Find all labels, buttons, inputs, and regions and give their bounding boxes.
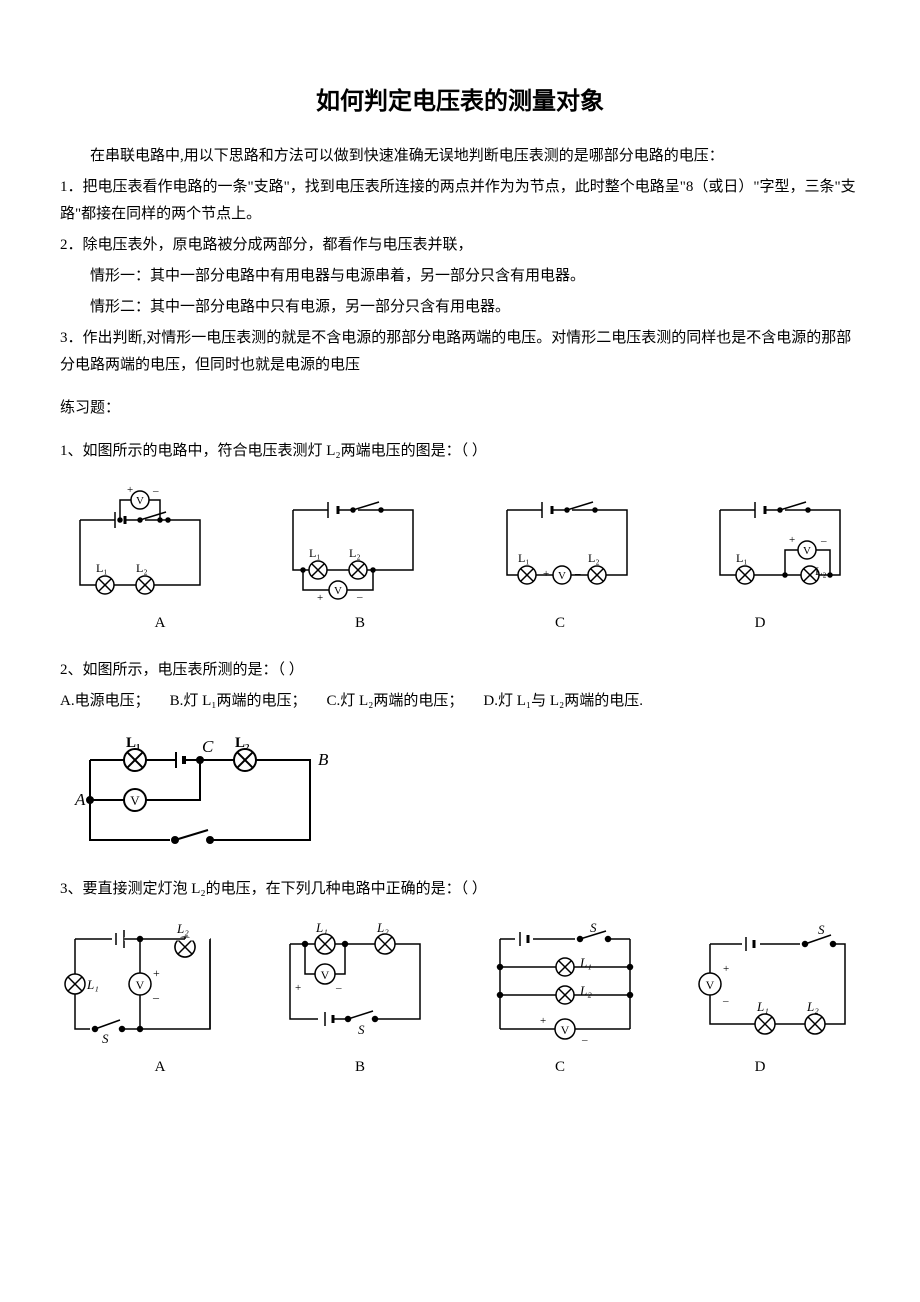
practice-heading: 练习题： [60, 395, 860, 422]
question-3: 3、要直接测定灯泡 L₂的电压，在下列几种电路中正确的是：（ ） [60, 876, 860, 903]
svg-text:–: – [152, 990, 160, 1004]
method-1: 1．把电压表看作电路的一条"支路"，找到电压表所连接的两点并作为为节点，此时整个… [60, 174, 860, 228]
svg-text:V: V [561, 1023, 570, 1037]
svg-text:V: V [803, 545, 811, 557]
svg-text:+: + [723, 963, 729, 975]
svg-text:V: V [558, 570, 566, 582]
svg-text:–: – [356, 591, 363, 603]
svg-text:L₁: L₁ [579, 955, 592, 970]
svg-text:V: V [334, 585, 342, 597]
circuit-q3-d: V + – L₁ L₂ S [690, 919, 860, 1049]
circuit-q1-a: V + – L₁ L₂ [60, 480, 220, 605]
svg-text:L₂: L₂ [136, 561, 148, 575]
svg-text:L₂: L₂ [176, 921, 189, 936]
q2-circuit: V L₁ L₂ A B C [60, 730, 860, 860]
q2-opt-a: A.电源电压； [60, 688, 150, 715]
q1-labels: A B C D [60, 610, 860, 637]
svg-text:L₂: L₂ [235, 735, 250, 751]
svg-text:–: – [335, 982, 342, 994]
q2-options: A.电源电压； B.灯 L₁两端的电压； C.灯 L₂两端的电压； D.灯 L₁… [60, 688, 860, 715]
svg-text:V: V [136, 495, 144, 507]
svg-text:L₁: L₁ [518, 551, 530, 565]
svg-text:S: S [590, 920, 597, 935]
label-c: C [460, 610, 660, 637]
circuit-q3-c: V + – L₁ L₂ S [480, 919, 650, 1049]
svg-text:+: + [543, 568, 549, 580]
q2-opt-b: B.灯 L₁两端的电压； [170, 688, 307, 715]
svg-text:L₂: L₂ [349, 546, 361, 560]
label-a: A [60, 610, 260, 637]
q1-circuits: V + – L₁ L₂ V [60, 480, 860, 605]
svg-text:+: + [295, 982, 301, 994]
circuit-q3-b: V + – L₁ L₂ S [270, 919, 440, 1049]
label-d: D [660, 610, 860, 637]
svg-text:L₁: L₁ [309, 546, 321, 560]
question-1: 1、如图所示的电路中，符合电压表测灯 L₂两端电压的图是：（ ） [60, 438, 860, 465]
svg-text:L₂: L₂ [815, 564, 827, 578]
svg-text:L₁: L₁ [86, 977, 99, 992]
svg-text:L₂: L₂ [806, 999, 819, 1014]
svg-text:S: S [358, 1022, 365, 1037]
svg-text:–: – [820, 535, 827, 547]
svg-text:–: – [581, 1034, 588, 1046]
circuit-q2: V L₁ L₂ A B C [60, 730, 340, 860]
q2-opt-d: D.灯 L₁与 L₂两端的电压. [483, 688, 643, 715]
svg-text:A: A [74, 790, 86, 809]
svg-text:V: V [321, 968, 330, 982]
svg-text:L₂: L₂ [588, 551, 600, 565]
svg-text:B: B [318, 750, 329, 769]
svg-text:+: + [127, 484, 133, 496]
svg-text:+: + [789, 534, 795, 546]
svg-text:+: + [540, 1015, 546, 1027]
svg-text:L₁: L₁ [756, 999, 769, 1014]
q3-label-a: A [60, 1054, 260, 1081]
document-title: 如何判定电压表的测量对象 [60, 80, 860, 123]
svg-text:–: – [574, 568, 581, 580]
q3-circuits: V + – L₁ L₂ S [60, 919, 860, 1049]
svg-text:C: C [202, 737, 214, 756]
svg-text:V: V [130, 793, 140, 808]
svg-text:L₂: L₂ [579, 983, 592, 998]
svg-text:+: + [153, 966, 160, 980]
circuit-q1-c: V + – L₁ L₂ [487, 480, 647, 605]
svg-text:–: – [722, 995, 729, 1007]
q3-label-c: C [460, 1054, 660, 1081]
circuit-q3-a: V + – L₁ L₂ S [60, 919, 230, 1049]
svg-text:S: S [818, 922, 825, 937]
svg-text:V: V [136, 978, 145, 992]
question-2: 2、如图所示，电压表所测的是：（ ） [60, 657, 860, 684]
label-b: B [260, 610, 460, 637]
svg-text:–: – [152, 485, 159, 497]
case-1: 情形一：其中一部分电路中有用电器与电源串着，另一部分只含有用电器。 [60, 263, 860, 290]
q3-label-b: B [260, 1054, 460, 1081]
method-3: 3．作出判断,对情形一电压表测的就是不含电源的那部分电路两端的电压。对情形二电压… [60, 325, 860, 379]
intro-text: 在串联电路中,用以下思路和方法可以做到快速准确无误地判断电压表测的是哪部分电路的… [60, 143, 860, 170]
q2-opt-c: C.灯 L₂两端的电压； [327, 688, 464, 715]
svg-text:L₂: L₂ [376, 920, 389, 935]
svg-text:+: + [317, 592, 323, 604]
circuit-q1-d: V + – L₁ L₂ [700, 480, 860, 605]
q3-labels: A B C D [60, 1054, 860, 1081]
svg-text:L₁: L₁ [736, 551, 748, 565]
svg-text:L₁: L₁ [96, 561, 108, 575]
svg-text:L₁: L₁ [126, 735, 141, 751]
method-2: 2．除电压表外，原电路被分成两部分，都看作与电压表并联， [60, 232, 860, 259]
svg-text:V: V [706, 978, 715, 992]
svg-text:S: S [102, 1031, 109, 1046]
case-2: 情形二：其中一部分电路中只有电源，另一部分只含有用电器。 [60, 294, 860, 321]
q3-label-d: D [660, 1054, 860, 1081]
svg-text:L₁: L₁ [315, 920, 328, 935]
circuit-q1-b: V + – L₁ L₂ [273, 480, 433, 605]
